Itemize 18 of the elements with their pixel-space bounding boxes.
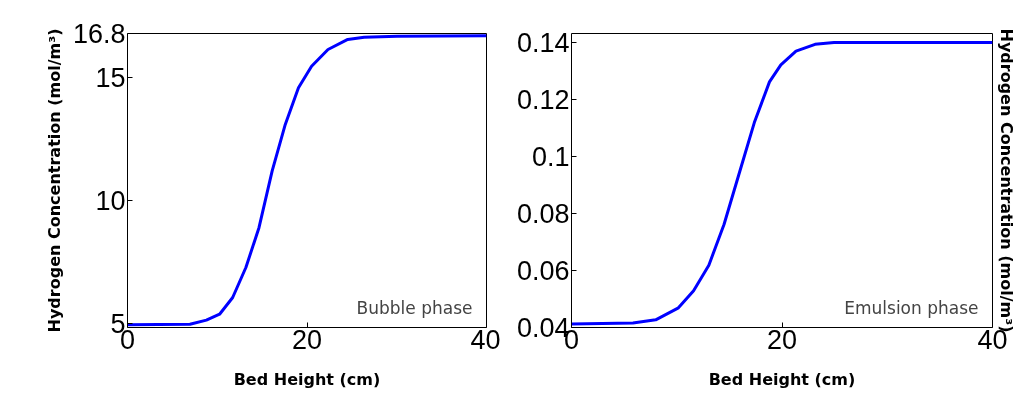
y-tick-label: 0.08 (516, 199, 570, 230)
line-series (127, 34, 487, 327)
y-tick-label: 15 (95, 63, 126, 94)
y-tick-label: 0.1 (531, 142, 570, 173)
y-tick-label: 0.14 (516, 28, 570, 59)
line-series (571, 41, 993, 326)
y-tick-label: 0.12 (516, 85, 570, 116)
x-tick-label: 20 (766, 324, 798, 355)
annotation: Emulsion phase (844, 297, 979, 318)
x-tick-label: 20 (291, 324, 323, 355)
y-tick-label: 0.06 (516, 256, 570, 287)
x-axis-title: Bed Height (cm) (708, 369, 856, 389)
y-tick-label: 10 (95, 186, 126, 217)
y-tick-label: 16.8 (72, 19, 126, 49)
y-axis-title: Hydrogen Concentration (mol/m³) (44, 28, 64, 333)
annotation: Bubble phase (356, 297, 473, 318)
x-tick-label: 40 (470, 324, 501, 355)
x-axis-title: Bed Height (cm) (233, 369, 381, 389)
